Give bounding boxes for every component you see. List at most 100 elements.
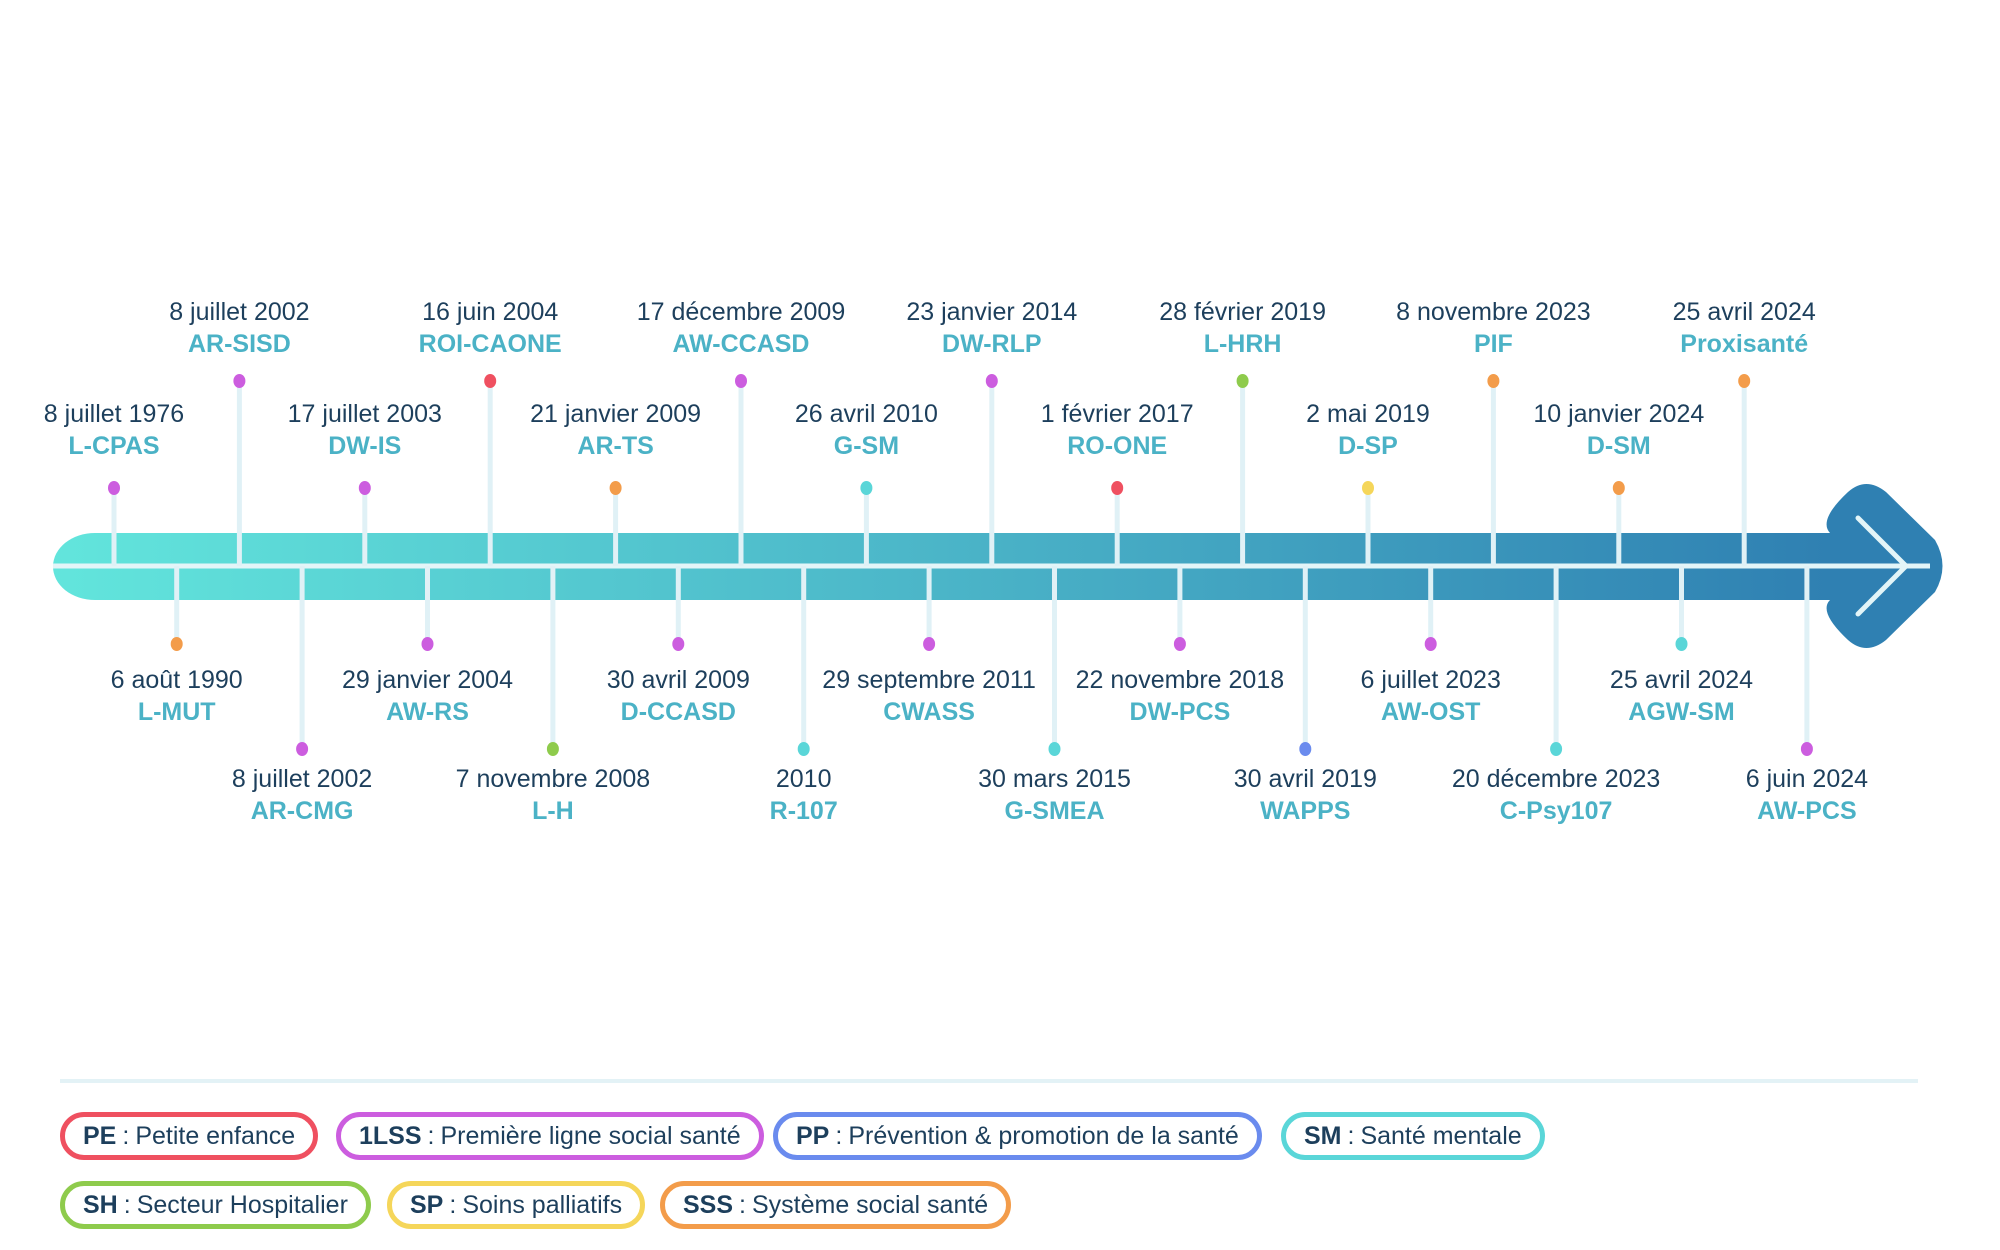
legend-abbr: PP bbox=[796, 1121, 830, 1150]
event-code: D-SM bbox=[1586, 432, 1651, 460]
timeline-event: 16 juin 2004 ROI-CAONE bbox=[360, 296, 620, 360]
legend-item-sss: SSS: Système social santé bbox=[660, 1181, 1012, 1229]
legend-separator: : bbox=[739, 1190, 746, 1219]
event-dot bbox=[296, 742, 309, 756]
event-dot bbox=[1675, 637, 1688, 651]
event-dot bbox=[484, 374, 497, 388]
event-dot bbox=[108, 481, 120, 495]
legend-abbr: SSS bbox=[683, 1190, 734, 1219]
timeline-event: 8 juillet 2002 AR-CMG bbox=[172, 763, 432, 827]
timeline-event: 30 mars 2015 G-SMEA bbox=[925, 763, 1185, 827]
event-code: Proxisanté bbox=[1680, 330, 1809, 358]
legend-item-sh: SH: Secteur Hospitalier bbox=[60, 1181, 371, 1229]
event-date: 7 novembre 2008 bbox=[455, 765, 651, 793]
legend-label: Système social santé bbox=[751, 1190, 989, 1219]
event-code: DW-IS bbox=[328, 432, 402, 460]
timeline-event: 17 juillet 2003 DW-IS bbox=[235, 398, 495, 462]
event-code: L-HRH bbox=[1203, 330, 1282, 358]
event-code: DW-RLP bbox=[942, 330, 1042, 358]
timeline-event: 6 juillet 2023 AW-OST bbox=[1301, 664, 1561, 728]
legend-divider bbox=[60, 1079, 1918, 1083]
event-dot bbox=[546, 742, 559, 756]
event-date: 6 août 1990 bbox=[110, 666, 243, 694]
timeline-event: 6 juin 2024 AW-PCS bbox=[1677, 763, 1937, 827]
event-dot bbox=[1173, 637, 1186, 651]
event-date: 17 décembre 2009 bbox=[636, 298, 846, 326]
event-code: AR-SISD bbox=[187, 330, 291, 358]
legend-item-sm: SM: Santé mentale bbox=[1281, 1112, 1545, 1160]
legend-separator: : bbox=[835, 1121, 843, 1150]
timeline-event: 10 janvier 2024 D-SM bbox=[1489, 398, 1749, 462]
event-code: C-Psy107 bbox=[1499, 797, 1613, 825]
timeline-event: 8 novembre 2023 PIF bbox=[1363, 296, 1623, 360]
legend-item-pp: PP: Prévention & promotion de la santé bbox=[773, 1112, 1262, 1160]
event-date: 1 février 2017 bbox=[1040, 400, 1194, 428]
event-date: 2 mai 2019 bbox=[1306, 400, 1430, 428]
timeline-event: 25 avril 2024 Proxisanté bbox=[1614, 296, 1874, 360]
timeline-event: 25 avril 2024 AGW-SM bbox=[1552, 664, 1812, 728]
timeline-event: 30 avril 2009 D-CCASD bbox=[548, 664, 808, 728]
timeline-event: 2010 R-107 bbox=[674, 763, 934, 827]
legend-separator: : bbox=[427, 1121, 435, 1150]
event-date: 10 janvier 2024 bbox=[1533, 400, 1705, 428]
event-code: L-MUT bbox=[137, 698, 216, 726]
event-code: DW-PCS bbox=[1129, 698, 1231, 726]
event-date: 23 janvier 2014 bbox=[906, 298, 1078, 326]
legend-label: Prévention & promotion de la santé bbox=[848, 1121, 1239, 1150]
legend-abbr: PE bbox=[83, 1121, 117, 1150]
legend-abbr: SH bbox=[83, 1190, 118, 1219]
event-code: L-H bbox=[532, 797, 574, 825]
event-dot bbox=[860, 481, 873, 495]
legend-separator: : bbox=[123, 1190, 131, 1219]
event-dot bbox=[1550, 742, 1563, 756]
event-dot bbox=[421, 637, 434, 651]
timeline-event: 17 décembre 2009 AW-CCASD bbox=[611, 296, 871, 360]
event-code: WAPPS bbox=[1260, 797, 1351, 825]
event-dot bbox=[233, 374, 246, 388]
event-dot bbox=[1424, 637, 1437, 651]
event-dot bbox=[609, 481, 622, 495]
event-date: 20 décembre 2023 bbox=[1451, 765, 1661, 793]
event-dot bbox=[1111, 481, 1124, 495]
event-date: 29 septembre 2011 bbox=[822, 666, 1036, 694]
event-dot bbox=[1236, 374, 1249, 388]
event-date: 8 novembre 2023 bbox=[1396, 298, 1591, 326]
event-date: 29 janvier 2004 bbox=[342, 666, 513, 694]
event-code: AR-TS bbox=[577, 432, 654, 460]
timeline-event: 26 avril 2010 G-SM bbox=[736, 398, 996, 462]
legend-item-1lss: 1LSS: Première ligne social santé bbox=[336, 1112, 764, 1160]
event-code: AW-PCS bbox=[1757, 797, 1857, 825]
legend-separator: : bbox=[122, 1121, 130, 1150]
event-dot bbox=[1299, 742, 1312, 756]
event-code: AW-RS bbox=[386, 698, 469, 726]
timeline-event: 29 janvier 2004 AW-RS bbox=[298, 664, 558, 728]
event-code: ROI-CAONE bbox=[418, 330, 562, 358]
event-code: G-SM bbox=[833, 432, 900, 460]
event-dot bbox=[1362, 481, 1374, 495]
event-dot bbox=[985, 374, 998, 388]
event-dot bbox=[735, 374, 747, 388]
event-date: 6 juillet 2023 bbox=[1360, 666, 1501, 694]
event-code: D-CCASD bbox=[620, 698, 736, 726]
event-dot bbox=[358, 481, 371, 495]
legend-label: Petite enfance bbox=[135, 1121, 296, 1150]
event-dot bbox=[1487, 374, 1500, 388]
event-dot bbox=[672, 637, 685, 651]
event-dot bbox=[797, 742, 810, 756]
event-date: 30 mars 2015 bbox=[978, 765, 1131, 793]
timeline-event: 7 novembre 2008 L-H bbox=[423, 763, 683, 827]
event-dot bbox=[923, 637, 936, 651]
timeline-event: 20 décembre 2023 C-Psy107 bbox=[1426, 763, 1686, 827]
event-date: 16 juin 2004 bbox=[422, 298, 559, 326]
timeline-arrow bbox=[53, 484, 1943, 648]
timeline bbox=[53, 374, 1943, 756]
event-dot bbox=[1738, 374, 1751, 388]
timeline-event: 23 janvier 2014 DW-RLP bbox=[862, 296, 1122, 360]
event-dot bbox=[1800, 742, 1813, 756]
legend-separator: : bbox=[449, 1190, 457, 1219]
timeline-event: 1 février 2017 RO-ONE bbox=[987, 398, 1247, 462]
event-code: AW-OST bbox=[1380, 698, 1481, 726]
timeline-event: 6 août 1990 L-MUT bbox=[47, 664, 307, 728]
legend-abbr: SP bbox=[410, 1190, 444, 1219]
event-dot bbox=[170, 637, 183, 651]
